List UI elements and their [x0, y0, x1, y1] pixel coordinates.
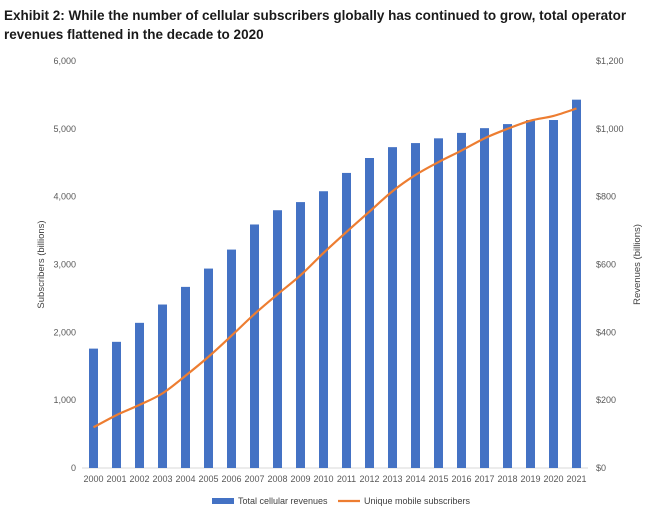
bar	[319, 191, 328, 469]
axis-labels: Subscribers (billions) Revenues (billions…	[36, 220, 643, 308]
y-left-tick-label: 2,000	[53, 327, 76, 337]
bar	[342, 172, 351, 469]
y-left-tick-label: 6,000	[53, 56, 76, 66]
x-tick-label: 2016	[451, 474, 471, 484]
line-series-path	[92, 107, 577, 429]
y-right-axis-label: Revenues (billions)	[632, 224, 643, 305]
legend-label-revenues: Total cellular revenues	[238, 496, 328, 506]
bar	[250, 224, 259, 468]
bar	[365, 158, 374, 469]
x-tick-label: 2005	[198, 474, 218, 484]
bar	[434, 138, 443, 468]
bar	[526, 120, 535, 468]
x-tick-label: 2010	[313, 474, 333, 484]
y-left-axis-label: Subscribers (billions)	[36, 220, 47, 308]
bar-series	[89, 99, 581, 469]
bar	[273, 210, 282, 468]
y-left-tick-label: 5,000	[53, 124, 76, 134]
x-tick-label: 2001	[106, 474, 126, 484]
y-left-tick-label: 1,000	[53, 395, 76, 405]
y-right-tick-label: $200	[596, 395, 616, 405]
x-tick-label: 2017	[474, 474, 494, 484]
x-tick-label: 2013	[382, 474, 402, 484]
legend-swatch-revenues	[212, 498, 234, 504]
y-left-tick-label: 3,000	[53, 260, 76, 270]
x-tick-label: 2020	[543, 474, 563, 484]
x-tick-label: 2014	[405, 474, 425, 484]
x-tick-label: 2011	[337, 474, 356, 484]
bar	[227, 249, 236, 468]
bar	[572, 99, 581, 468]
bar	[503, 124, 512, 469]
bar	[549, 120, 558, 468]
y-right-tick-label: $1,200	[596, 56, 624, 66]
bar	[89, 348, 98, 468]
x-tick-label: 2004	[175, 474, 195, 484]
legend: Total cellular revenues Unique mobile sub…	[212, 496, 471, 506]
x-tick-label: 2008	[267, 474, 287, 484]
chart-title: Exhibit 2: While the number of cellular …	[4, 8, 627, 42]
bar	[480, 128, 489, 468]
y-right-tick-label: $1,000	[596, 124, 624, 134]
x-tick-label: 2021	[566, 474, 586, 484]
x-tick-label: 2003	[152, 474, 172, 484]
y-left-tick-label: 4,000	[53, 192, 76, 202]
bar	[112, 341, 121, 468]
x-tick-label: 2012	[359, 474, 379, 484]
x-tick-label: 2019	[520, 474, 540, 484]
y-right-tick-label: $0	[596, 463, 606, 473]
bar	[158, 304, 167, 468]
x-tick-label: 2009	[290, 474, 310, 484]
line-series	[92, 107, 577, 429]
bar	[296, 202, 305, 469]
bar	[181, 286, 190, 468]
bar	[135, 322, 144, 468]
legend-label-subscribers: Unique mobile subscribers	[364, 496, 471, 506]
x-tick-label: 2000	[83, 474, 103, 484]
y-left-tick-label: 0	[71, 463, 76, 473]
x-tick-label: 2007	[244, 474, 264, 484]
x-tick-label: 2002	[129, 474, 149, 484]
y-right-tick-label: $800	[596, 192, 616, 202]
bar	[388, 147, 397, 469]
bar	[411, 143, 420, 468]
axes: 0 1,000 2,000 3,000 4,000 5,000 6,000 $0 $200 $40…	[53, 56, 623, 484]
bar	[204, 268, 213, 468]
x-tick-label: 2018	[497, 474, 517, 484]
bar	[457, 132, 466, 469]
x-tick-label: 2015	[428, 474, 448, 484]
y-right-tick-label: $400	[596, 327, 616, 337]
x-tick-label: 2006	[221, 474, 241, 484]
y-right-tick-label: $600	[596, 260, 616, 270]
